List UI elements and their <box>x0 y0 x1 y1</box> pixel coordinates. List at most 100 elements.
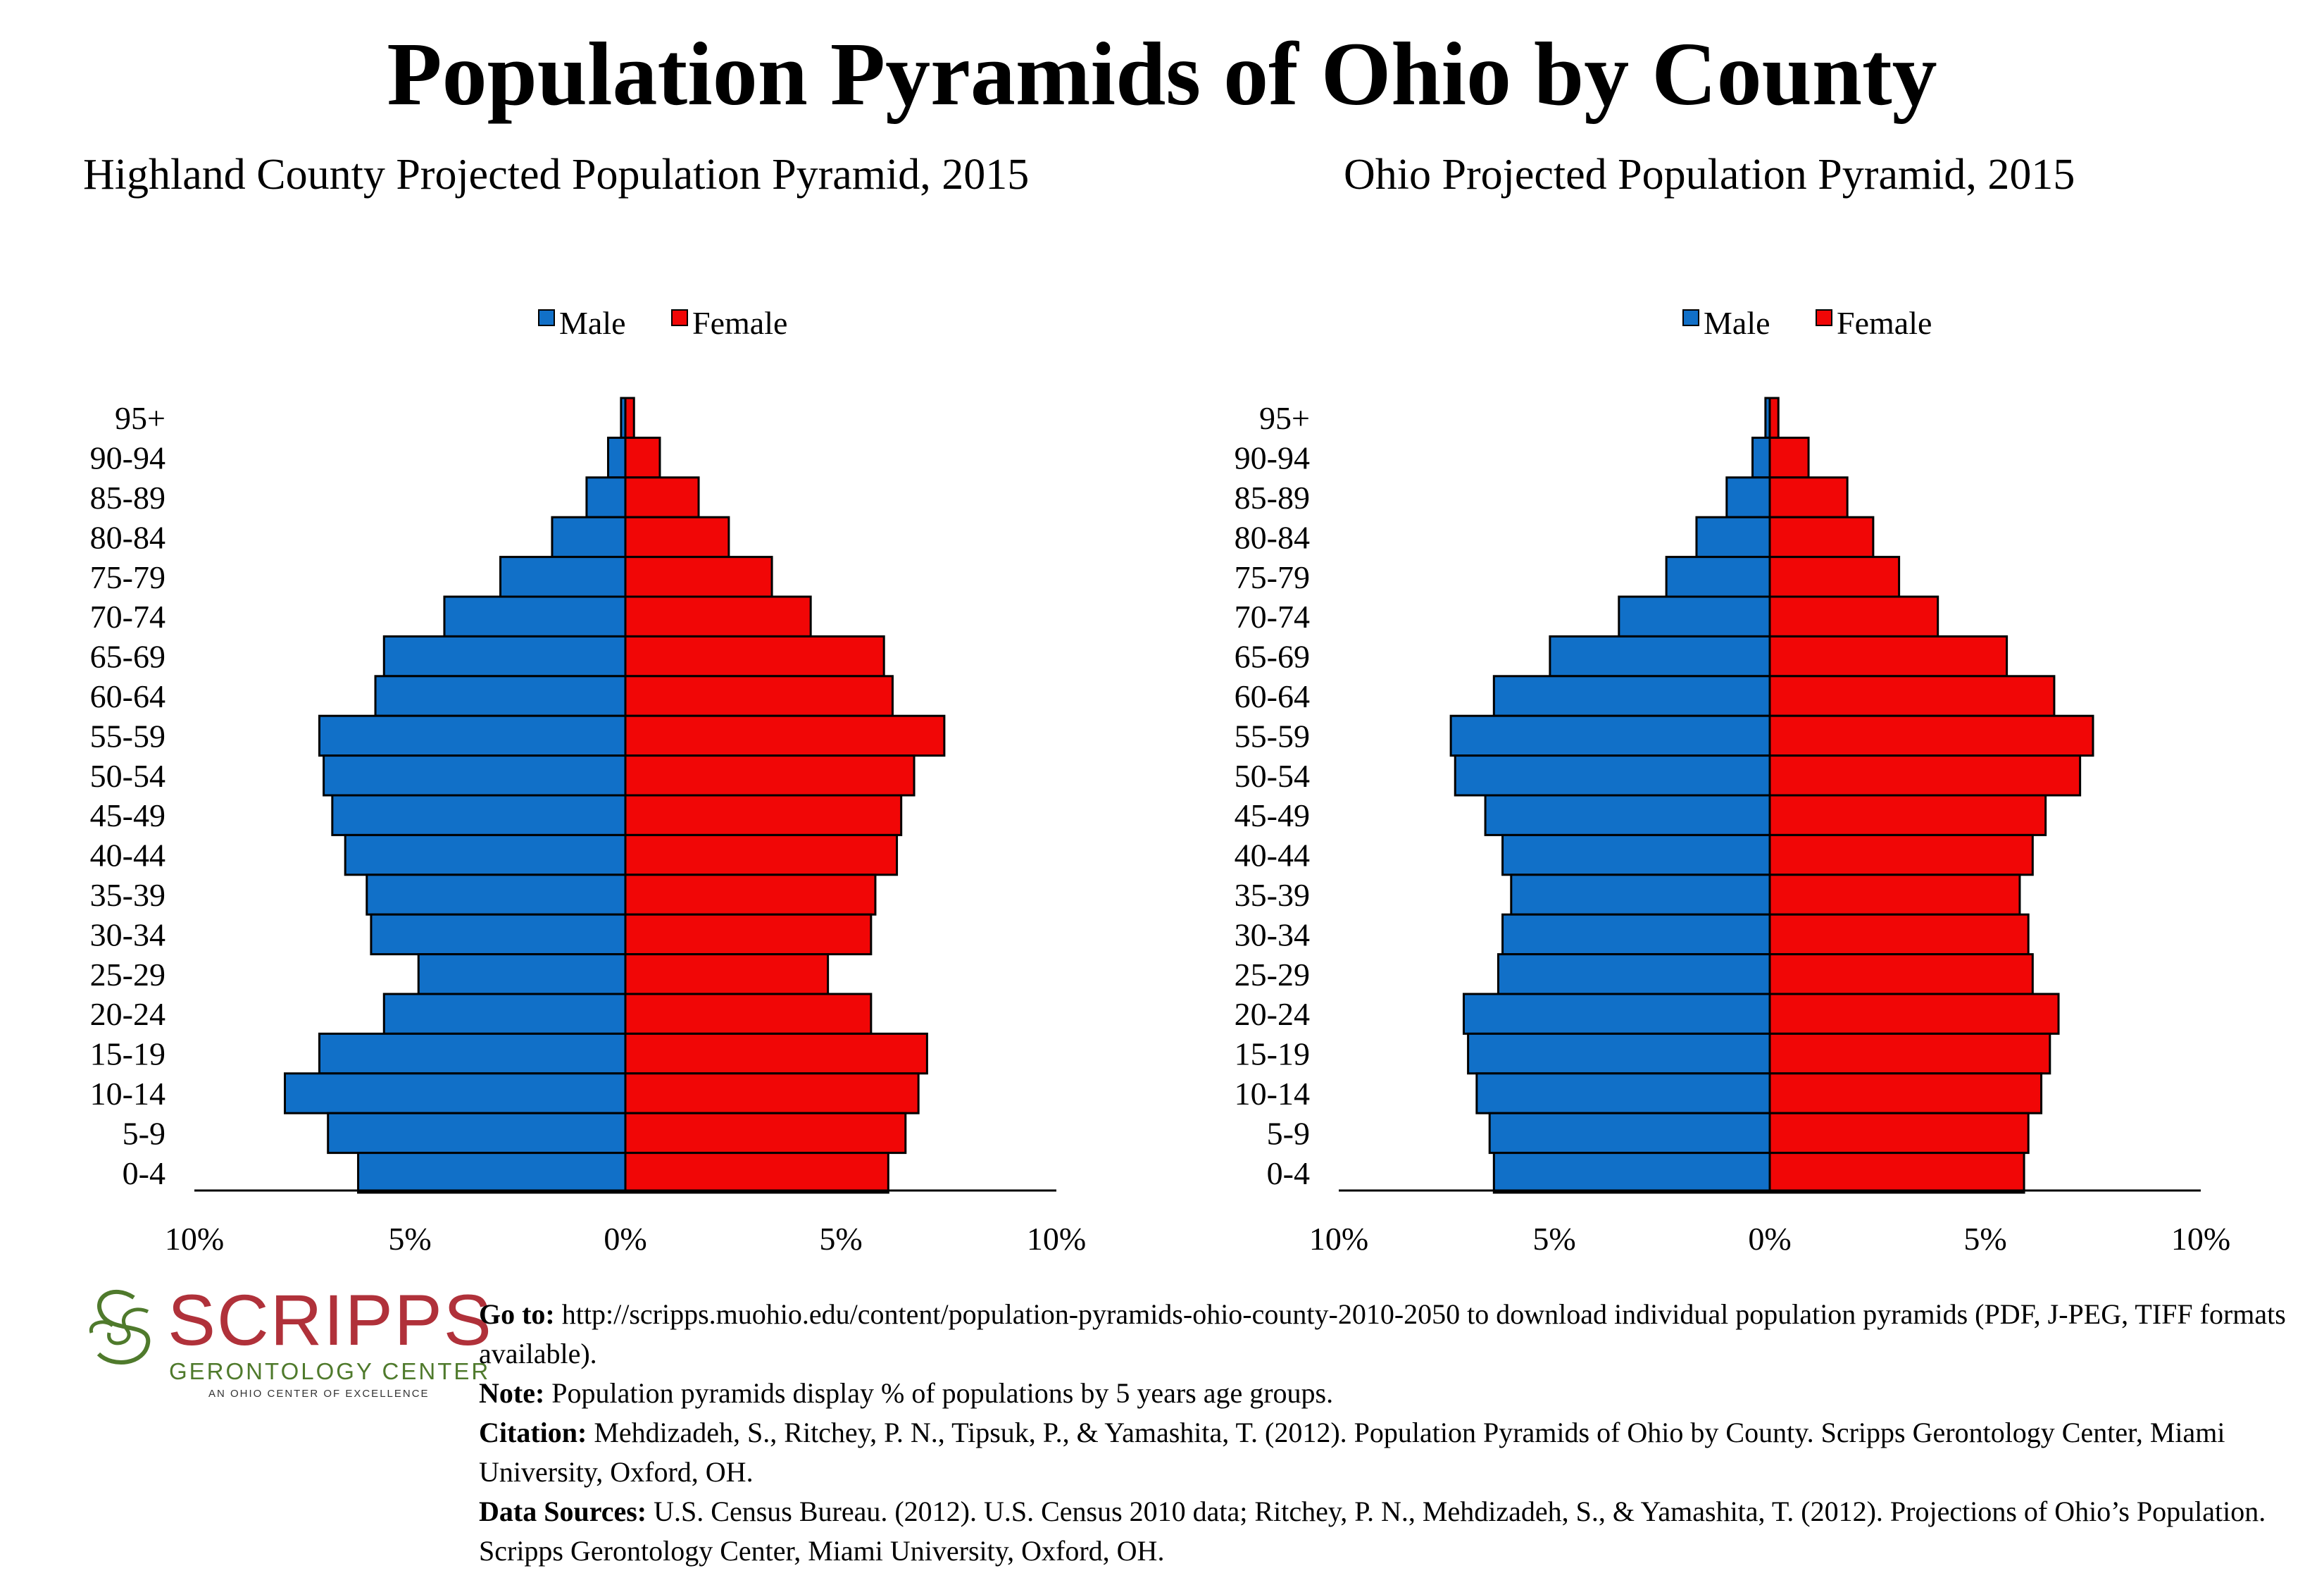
bar-female-40-44 <box>1768 833 2034 876</box>
category-label: 50-54 <box>90 758 165 794</box>
chart-title-highland: Highland County Projected Population Pyr… <box>83 151 1030 199</box>
category-label: 0-4 <box>1267 1155 1310 1191</box>
category-label: 65-69 <box>90 639 165 675</box>
category-label: 95+ <box>1259 400 1310 436</box>
bar-male-5-9 <box>327 1112 627 1155</box>
legend-swatch-female <box>671 309 688 326</box>
bar-female-75-79 <box>1768 556 1901 598</box>
category-label: 55-59 <box>1235 718 1310 754</box>
bar-female-65-69 <box>1768 635 2008 678</box>
legend-label-female: Female <box>692 305 787 341</box>
bar-male-5-9 <box>1488 1112 1771 1155</box>
category-label: 60-64 <box>1235 678 1310 714</box>
logo-subtitle: GERONTOLOGY CENTER <box>169 1358 491 1384</box>
bar-male-80-84 <box>551 516 627 559</box>
legend: Male Female <box>1682 305 1932 341</box>
bar-male-15-19 <box>318 1032 627 1075</box>
bar-female-70-74 <box>1768 595 1939 638</box>
category-label: 25-29 <box>1235 957 1310 993</box>
category-label: 90-94 <box>1235 440 1310 476</box>
legend-label-male: Male <box>1704 305 1770 341</box>
bar-male-10-14 <box>1475 1072 1771 1114</box>
category-label: 20-24 <box>90 996 165 1032</box>
bar-female-90-94 <box>624 436 661 479</box>
bar-male-0-4 <box>1492 1152 1771 1194</box>
bar-male-60-64 <box>374 675 627 717</box>
category-label: 75-79 <box>1235 559 1310 595</box>
bar-male-25-29 <box>417 953 627 995</box>
category-label: 95+ <box>115 400 165 436</box>
legend-label-male: Male <box>559 305 626 341</box>
bar-female-0-4 <box>1768 1152 2025 1194</box>
category-label: 15-19 <box>90 1036 165 1072</box>
bar-female-30-34 <box>1768 913 2030 956</box>
bar-female-0-4 <box>624 1152 889 1194</box>
category-label: 20-24 <box>1235 996 1310 1032</box>
category-label: 5-9 <box>1267 1115 1310 1151</box>
category-label: 5-9 <box>123 1115 165 1151</box>
bar-female-75-79 <box>624 556 773 598</box>
bar-female-5-9 <box>624 1112 907 1155</box>
bar-male-65-69 <box>1549 635 1771 678</box>
bar-female-95+ <box>1768 397 1780 439</box>
bar-male-10-14 <box>284 1072 627 1114</box>
bar-female-40-44 <box>624 833 899 876</box>
bar-male-55-59 <box>318 714 627 757</box>
category-label: 15-19 <box>1235 1036 1310 1072</box>
bar-male-70-74 <box>443 595 627 638</box>
sources-text: U.S. Census Bureau. (2012). U.S. Census … <box>479 1496 2266 1567</box>
bar-female-15-19 <box>1768 1032 2051 1075</box>
legend-swatch-male <box>1682 309 1699 326</box>
bar-female-60-64 <box>1768 675 2056 717</box>
bar-female-20-24 <box>624 993 873 1035</box>
bar-female-45-49 <box>1768 794 2047 836</box>
category-label: 60-64 <box>90 678 165 714</box>
bar-female-25-29 <box>624 953 830 995</box>
bar-male-40-44 <box>1501 833 1771 876</box>
swirl-icon <box>89 1289 151 1365</box>
citation-note: Citation: Mehdizadeh, S., Ritchey, P. N.… <box>479 1417 2225 1488</box>
legend-swatch-female <box>1816 309 1832 326</box>
footnotes: Go to: http://scripps.muohio.edu/content… <box>479 1295 2310 1571</box>
bar-male-55-59 <box>1449 714 1771 757</box>
bar-female-55-59 <box>624 714 946 757</box>
bar-female-80-84 <box>1768 516 1875 559</box>
bar-female-10-14 <box>1768 1072 2043 1114</box>
sources-note: Data Sources: U.S. Census Bureau. (2012)… <box>479 1496 2266 1567</box>
bar-female-10-14 <box>624 1072 920 1114</box>
bar-female-95+ <box>624 397 635 439</box>
category-label: 40-44 <box>1235 838 1310 874</box>
bar-male-45-49 <box>1484 794 1771 836</box>
logo-wordmark: SCRIPPS <box>168 1280 493 1360</box>
category-label: 75-79 <box>90 559 165 595</box>
category-label: 70-74 <box>90 599 165 635</box>
category-label: 45-49 <box>1235 797 1310 833</box>
bar-female-15-19 <box>624 1032 928 1075</box>
bar-male-30-34 <box>1501 913 1771 956</box>
bar-female-25-29 <box>1768 953 2034 995</box>
bar-female-60-64 <box>624 675 894 717</box>
bar-male-75-79 <box>1665 556 1771 598</box>
category-label: 30-34 <box>1235 916 1310 952</box>
legend-swatch-male <box>538 309 555 326</box>
category-label: 80-84 <box>90 519 165 555</box>
bar-female-5-9 <box>1768 1112 2030 1155</box>
bar-female-85-89 <box>1768 476 1849 518</box>
bar-male-90-94 <box>1751 436 1771 479</box>
chart-title-ohio: Ohio Projected Population Pyramid, 2015 <box>1344 151 2075 199</box>
bar-male-30-34 <box>370 913 627 956</box>
category-label: 70-74 <box>1235 599 1310 635</box>
x-tick-label: 5% <box>1532 1221 1575 1257</box>
bar-male-45-49 <box>331 794 627 836</box>
legend-label-female: Female <box>1837 305 1932 341</box>
x-tick-label: 0% <box>604 1221 646 1257</box>
category-label: 65-69 <box>1235 639 1310 675</box>
scripps-logo: SCRIPPS GERONTOLOGY CENTER AN OHIO CENTE… <box>85 1283 492 1403</box>
x-tick-label: 10% <box>165 1221 224 1257</box>
category-label: 10-14 <box>1235 1076 1310 1112</box>
bar-male-25-29 <box>1497 953 1771 995</box>
bar-male-50-54 <box>323 754 627 797</box>
x-tick-label: 10% <box>2171 1221 2230 1257</box>
